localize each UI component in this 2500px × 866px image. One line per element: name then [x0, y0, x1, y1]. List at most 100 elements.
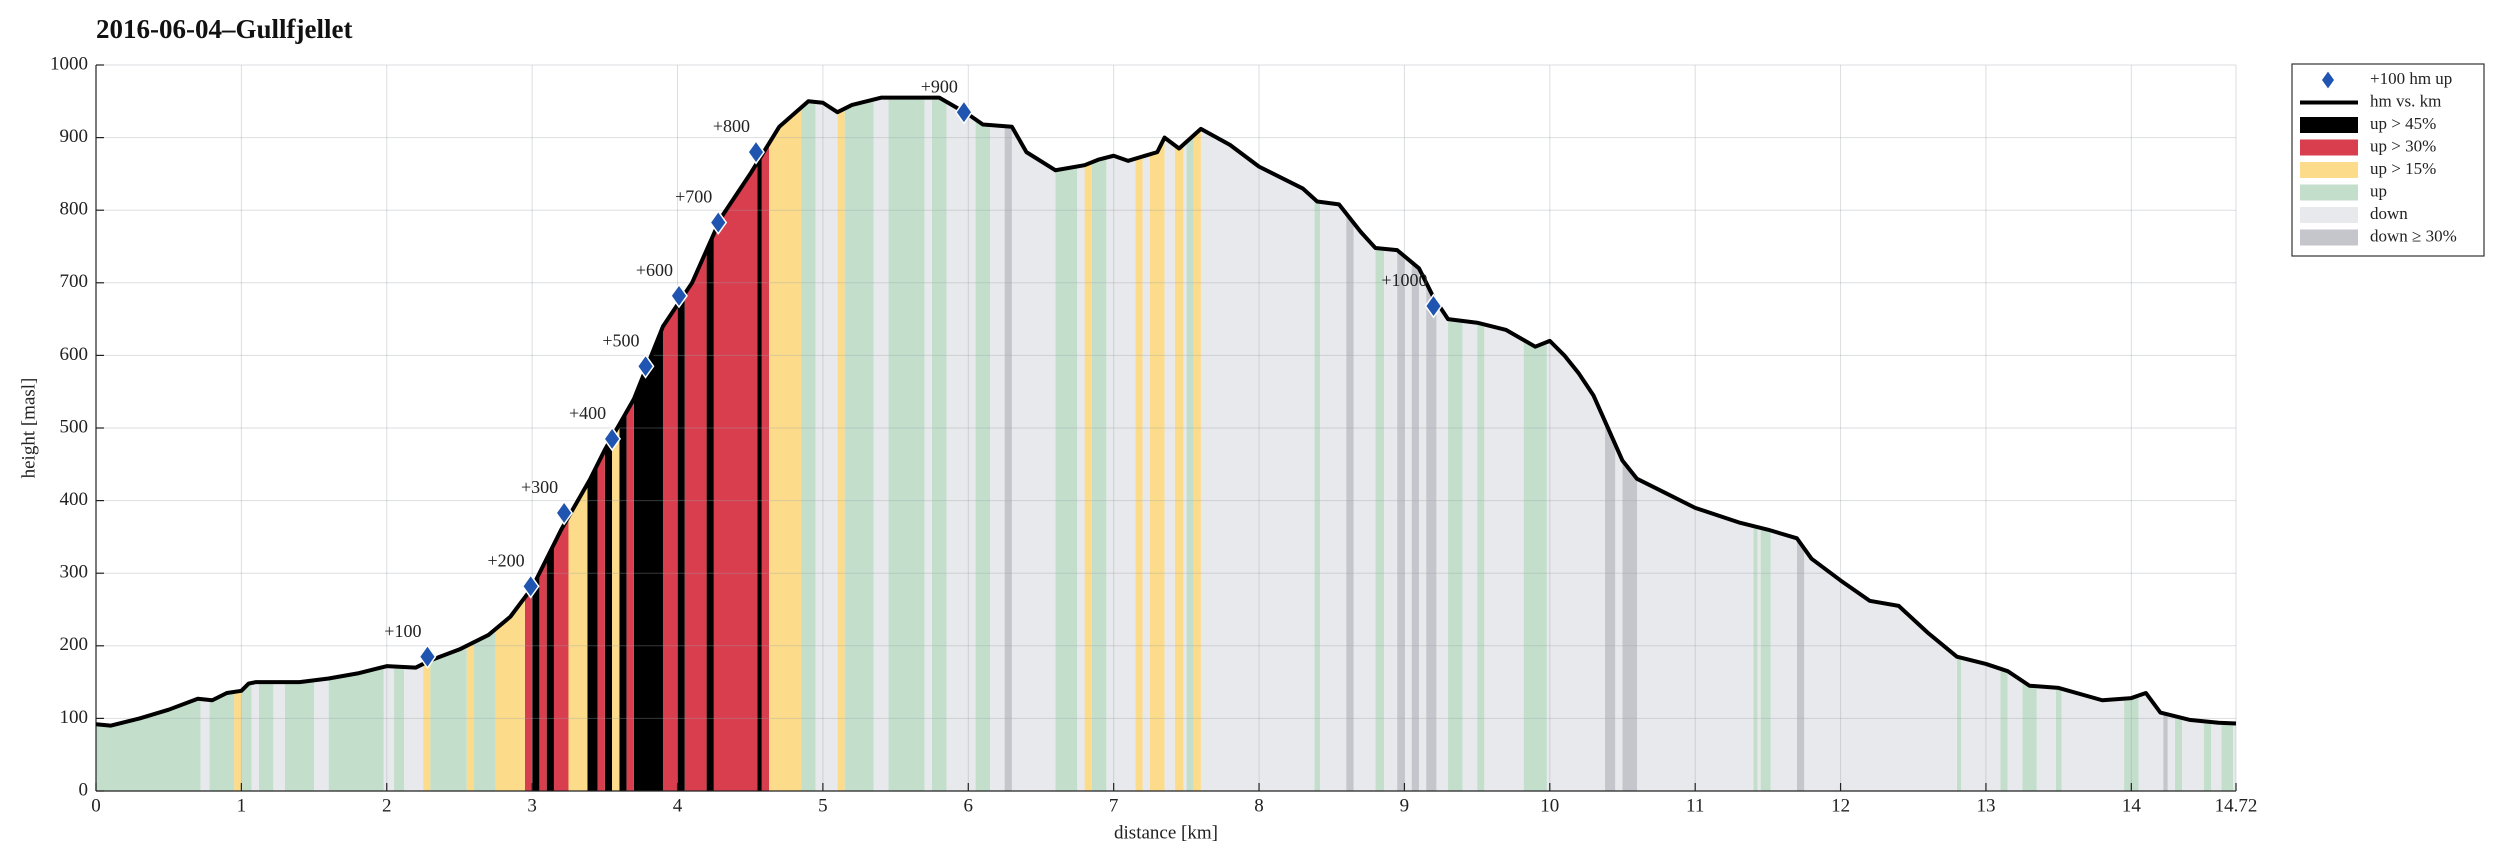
band-segment [1135, 97, 1143, 791]
x-tick-label: 7 [1109, 795, 1119, 816]
band-segment [946, 97, 976, 791]
band-segment [931, 97, 947, 791]
legend-swatch [2300, 229, 2358, 246]
band-segment [1314, 97, 1321, 791]
band-segment [757, 97, 762, 791]
marker [521, 573, 540, 599]
band-segment [873, 97, 889, 791]
marker [747, 139, 765, 165]
legend-swatch [2300, 139, 2358, 156]
band-segment [677, 97, 685, 791]
band-segment [1404, 97, 1412, 791]
band-segment [761, 97, 770, 791]
band-segment [1142, 97, 1151, 791]
legend-label: down ≥ 30% [2370, 226, 2457, 245]
band-segment [1084, 97, 1092, 791]
legend-label: up > 45% [2370, 114, 2436, 133]
y-axis-label: height [masl] [18, 378, 39, 479]
x-tick-label: 8 [1254, 795, 1264, 816]
band-segment [1411, 97, 1419, 791]
band-segment [1346, 97, 1354, 791]
marker-label: +200 [488, 550, 525, 570]
band-segment [706, 97, 714, 791]
band-segment [844, 97, 874, 791]
band-segment [1011, 97, 1056, 791]
band-segment [1164, 97, 1175, 791]
legend-swatch [2300, 184, 2358, 201]
band-segment [1106, 97, 1136, 791]
marker [636, 353, 655, 379]
band-segment [815, 97, 838, 791]
band-segment [1174, 97, 1184, 791]
y-tick-label: 300 [60, 562, 89, 583]
y-tick-label: 0 [79, 779, 89, 800]
marker-label: +1000 [1381, 270, 1427, 290]
band-segment [1200, 97, 1315, 791]
marker [670, 283, 688, 309]
x-tick-label: 6 [964, 795, 974, 816]
marker-label: +400 [569, 403, 606, 423]
band-segment [1353, 97, 1376, 791]
legend-label: +100 hm up [2370, 69, 2452, 88]
band-segment [1384, 97, 1398, 791]
marker-label: +900 [921, 76, 958, 96]
band-segment [1186, 97, 1194, 791]
y-tick-label: 200 [60, 634, 89, 655]
x-tick-label: 14.72 [2215, 795, 2258, 816]
marker-label: +500 [602, 330, 639, 350]
band-segment [888, 97, 925, 791]
x-tick-label: 5 [818, 795, 828, 816]
marker [603, 426, 622, 452]
marker-label: +800 [713, 116, 750, 136]
band-segment [1375, 97, 1385, 791]
band-segment [769, 97, 802, 791]
profile-line [95, 95, 2237, 728]
legend-box [2291, 63, 2485, 257]
band-segment [990, 97, 1005, 791]
band-segment [1055, 97, 1078, 791]
band-segment [837, 97, 845, 791]
x-tick-label: 4 [673, 795, 683, 816]
marker [709, 210, 728, 236]
band-segment [975, 97, 991, 791]
x-tick-label: 1 [237, 795, 247, 816]
legend-swatch [2300, 117, 2358, 133]
x-tick-label: 2 [382, 795, 392, 816]
marker-label: +100 [384, 621, 421, 641]
band-segment [1426, 97, 1437, 791]
legend-label: hm vs. km [2370, 91, 2441, 110]
y-tick-label: 900 [60, 126, 89, 147]
x-tick-label: 11 [1686, 795, 1704, 816]
band-segment [1077, 97, 1085, 791]
legend-swatch [2300, 162, 2358, 178]
x-tick-label: 12 [1831, 795, 1850, 816]
x-tick-label: 3 [527, 795, 537, 816]
marker-label: +300 [521, 477, 558, 497]
marker-label: +600 [636, 260, 673, 280]
band-segment [619, 97, 627, 791]
marker [1424, 293, 1443, 319]
band-segment [1150, 97, 1165, 791]
legend-label: up [2370, 181, 2387, 200]
x-tick-label: 14 [2122, 795, 2142, 816]
y-tick-label: 100 [60, 707, 89, 728]
y-tick-label: 600 [60, 344, 89, 365]
x-axis-label: distance [km] [1114, 822, 1218, 843]
marker-label: +700 [675, 187, 712, 207]
band-segment [1418, 97, 1427, 791]
y-tick-label: 400 [60, 489, 89, 510]
band-segment [1004, 97, 1012, 791]
band-segment [1397, 97, 1405, 791]
band-segment [1477, 97, 1485, 791]
marker [418, 644, 437, 670]
marker [555, 500, 574, 526]
y-tick-label: 500 [60, 416, 89, 437]
legend-label: down [2370, 204, 2408, 223]
band-segment [1320, 97, 1347, 791]
legend-marker [2322, 71, 2334, 89]
band-segment [1605, 97, 1616, 791]
band-segment [924, 97, 932, 791]
band-segment [801, 97, 816, 791]
